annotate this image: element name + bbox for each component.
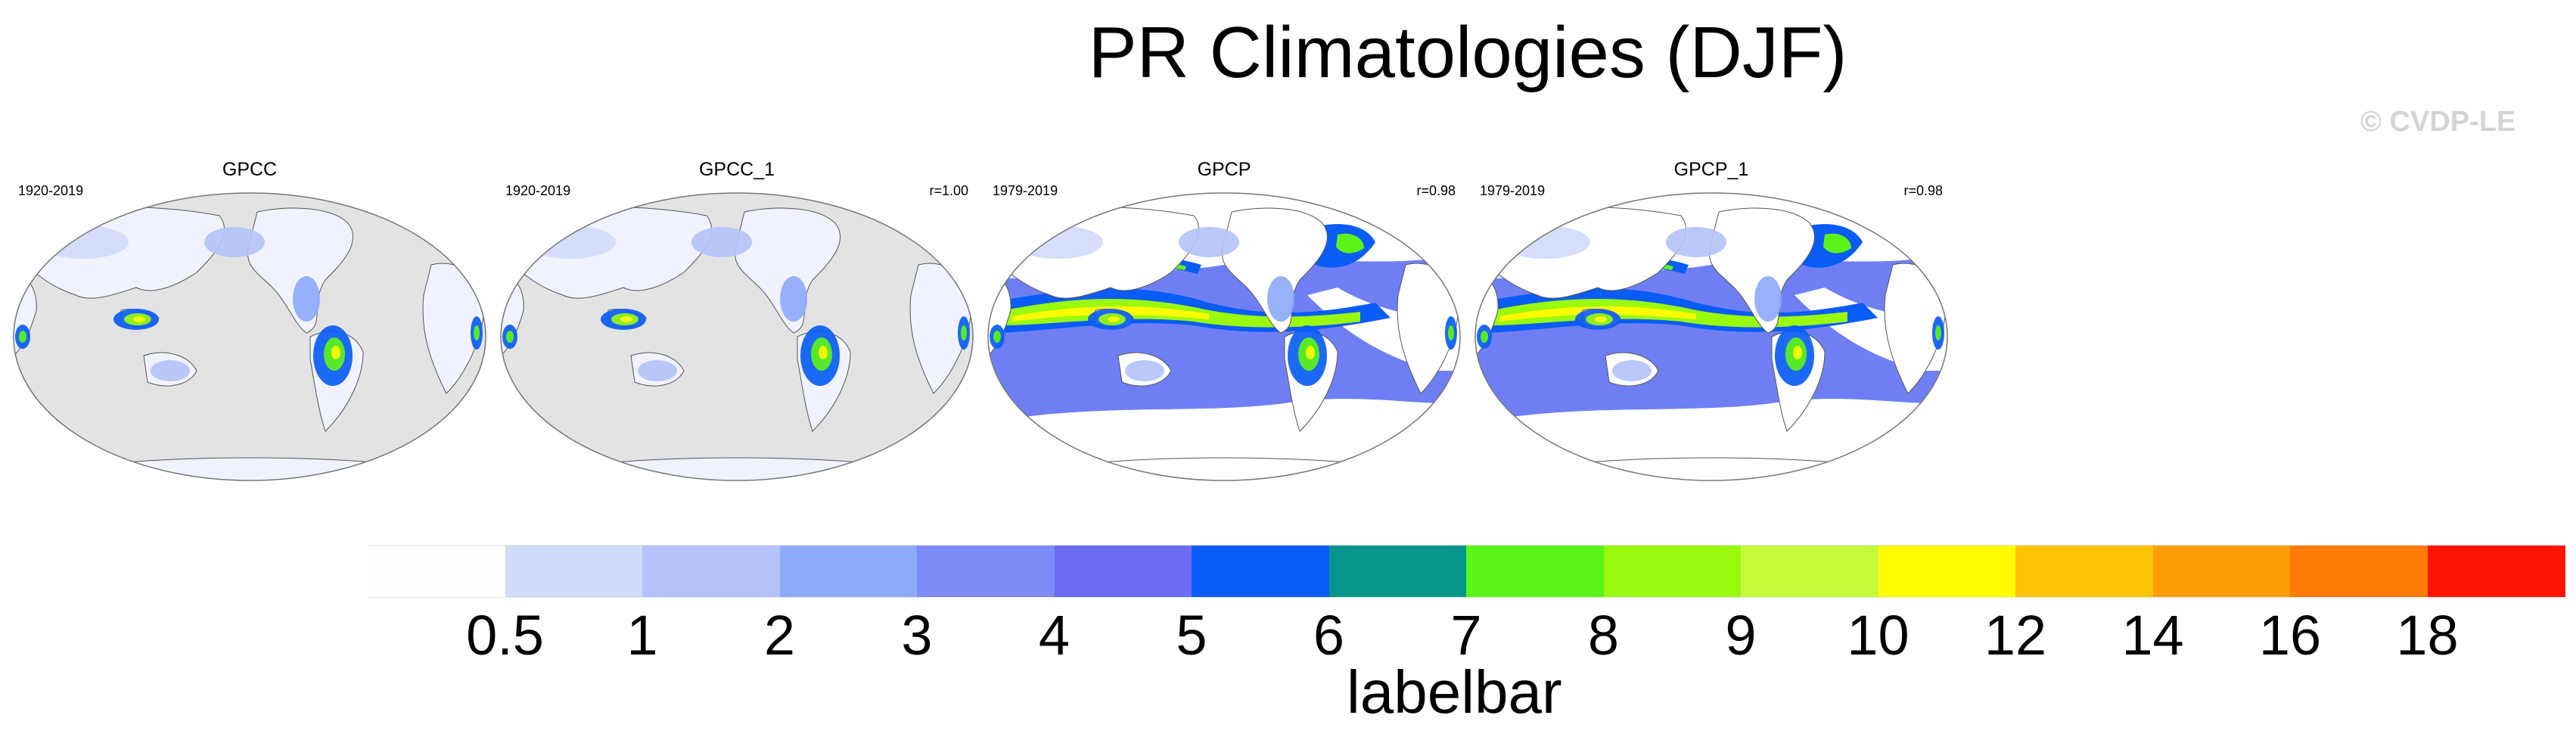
panel-title: GPCP_1 [1673, 159, 1749, 180]
precip-hotspot [1267, 276, 1294, 322]
panel-correlation: r=1.00 [929, 183, 968, 198]
watermark: © CVDP-LE [2360, 106, 2516, 138]
labelbar-swatch [2152, 545, 2291, 598]
labelbar-title: labelbar [1347, 658, 1562, 726]
precip-hotspot [19, 331, 26, 343]
map-border [1474, 192, 1948, 481]
labelbar-swatch [2015, 545, 2153, 598]
map-panel: GPCC 1920-2019 [8, 151, 492, 484]
precip-hotspot [1612, 360, 1652, 381]
labelbar-tick-label: 9 [1725, 604, 1757, 667]
map-border [987, 192, 1461, 481]
labelbar-tick-label: 16 [2258, 604, 2322, 667]
labelbar-tick-label: 2 [763, 604, 796, 667]
map-panel: GPCP_1 1979-2019 r=0.98 [1469, 151, 1953, 484]
color-labelbar [368, 545, 2565, 598]
precip-hotspot [1481, 331, 1488, 343]
labelbar-tick-label: 10 [1847, 604, 1909, 667]
precip-hotspot [961, 325, 967, 341]
map-panel: GPCC_1 1920-2019 r=1.00 [495, 151, 979, 484]
precip-hotspot [1935, 325, 1941, 341]
map-border [500, 192, 974, 481]
labelbar-swatch [779, 545, 918, 598]
panel-correlation: r=0.98 [1416, 183, 1456, 198]
page-title: PR Climatologies (DJF) [1088, 12, 1847, 93]
labelbar-swatch [917, 545, 1055, 598]
labelbar-tick-label: 3 [901, 604, 933, 667]
precip-hotspot [1125, 360, 1164, 381]
precip-hotspot [293, 276, 320, 322]
precip-hotspot [620, 316, 632, 322]
precip-hotspot [38, 225, 129, 259]
precip-band [1823, 233, 1851, 253]
labelbar-swatch [642, 545, 780, 598]
precip-hotspot [1179, 227, 1239, 257]
labelbar-tick-label: 4 [1038, 604, 1070, 667]
precip-hotspot [331, 346, 340, 359]
labelbar-swatch [1878, 545, 2016, 598]
precip-hotspot [1012, 225, 1103, 259]
precip-hotspot [638, 360, 677, 381]
panel-period: 1920-2019 [505, 183, 571, 198]
precip-hotspot [993, 331, 1001, 343]
robinson-map [500, 192, 974, 481]
precip-hotspot [819, 346, 828, 359]
robinson-map [987, 192, 1461, 481]
labelbar-tick-label: 12 [1984, 604, 2047, 667]
labelbar-swatch [1603, 545, 1742, 598]
precip-hotspot [1108, 316, 1120, 322]
precip-hotspot [204, 227, 265, 257]
map-panel: GPCP 1979-2019 r=0.98 [982, 151, 1466, 484]
panel-period: 1979-2019 [1480, 183, 1546, 198]
panel-period: 1920-2019 [18, 183, 84, 198]
panel-title: GPCC [222, 159, 278, 180]
labelbar-swatch [1466, 545, 1604, 598]
ocean-background [14, 193, 486, 480]
panel-correlation: r=0.98 [1903, 183, 1943, 198]
panel-period: 1979-2019 [993, 183, 1058, 198]
labelbar-tick-label: 0.5 [466, 604, 544, 667]
precip-band [1336, 233, 1364, 253]
robinson-map [13, 192, 486, 481]
precip-hotspot [474, 325, 480, 341]
labelbar-swatch [2290, 545, 2428, 598]
labelbar-tick-label: 7 [1450, 604, 1482, 667]
labelbar-swatch [2427, 545, 2565, 598]
precip-hotspot [1754, 276, 1782, 322]
labelbar-swatch [1741, 545, 1878, 598]
labelbar-swatch [505, 545, 643, 598]
ocean-background [501, 193, 973, 480]
precip-hotspot [780, 276, 807, 322]
panel-title: GPCP [1197, 159, 1251, 180]
labelbar-tick-label: 18 [2396, 604, 2459, 667]
precip-hotspot [1595, 316, 1607, 322]
precip-hotspot [1306, 346, 1315, 359]
precip-hotspot [1666, 227, 1726, 257]
map-border [13, 192, 486, 481]
labelbar-tick-label: 8 [1587, 604, 1620, 667]
precip-hotspot [525, 225, 616, 259]
precip-hotspot [1448, 325, 1454, 341]
labelbar-tick-label: 14 [2121, 604, 2184, 667]
labelbar-tick-label: 6 [1313, 604, 1345, 667]
precip-hotspot [151, 360, 190, 381]
labelbar-swatch [1192, 545, 1329, 598]
robinson-map [1474, 192, 1948, 481]
labelbar-tick-label: 5 [1176, 604, 1207, 667]
precip-hotspot [1793, 346, 1802, 359]
precip-hotspot [1499, 225, 1590, 259]
labelbar-swatch [368, 545, 505, 598]
labelbar-swatch [1328, 545, 1467, 598]
precip-hotspot [506, 331, 514, 343]
panel-title: GPCC_1 [698, 159, 775, 180]
precip-hotspot [133, 316, 145, 322]
labelbar-tick-label: 1 [626, 604, 658, 667]
precip-hotspot [691, 227, 752, 257]
labelbar-swatch [1054, 545, 1192, 598]
